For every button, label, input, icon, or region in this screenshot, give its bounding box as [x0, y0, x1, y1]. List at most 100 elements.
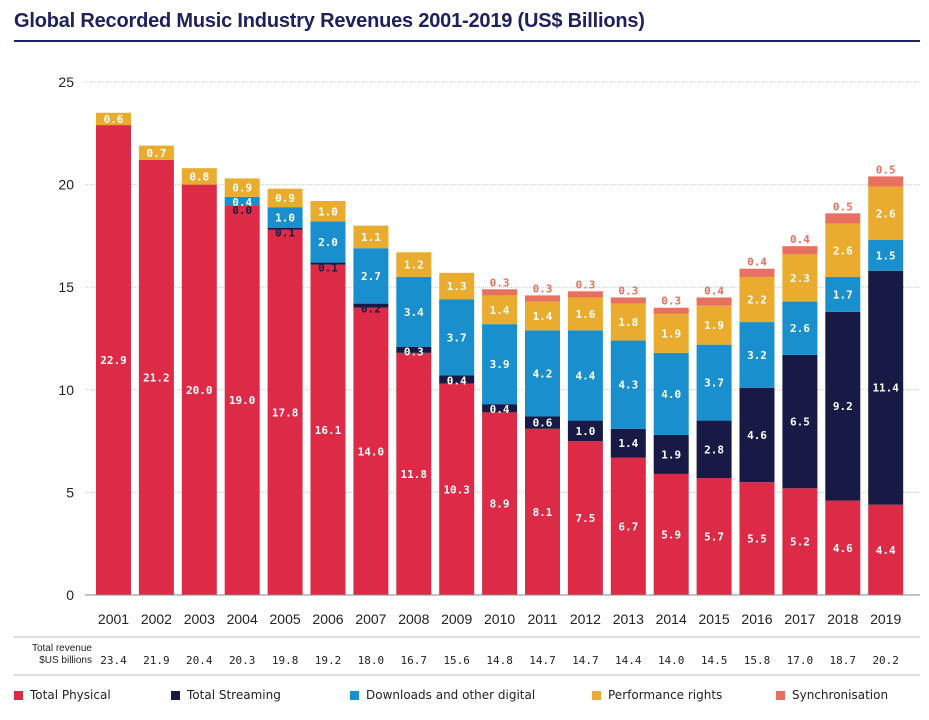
data-label: 4.3	[618, 379, 638, 392]
bar-segment	[310, 201, 346, 222]
total-revenue-value: 14.8	[486, 654, 513, 667]
bar-segment	[138, 159, 174, 595]
bar-segment	[567, 420, 603, 442]
bar-segment	[439, 383, 475, 595]
bar-segment	[439, 272, 475, 300]
data-label: 10.3	[443, 483, 470, 496]
bar-segment	[782, 488, 818, 595]
bar-segment	[396, 276, 432, 347]
data-label: 0.4	[490, 403, 510, 416]
data-label: 0.8	[189, 170, 209, 183]
data-label: 9.2	[833, 400, 853, 413]
bar-segment	[782, 246, 818, 255]
bar-segment	[439, 375, 475, 384]
bar-segment	[353, 303, 389, 308]
data-label: 2.7	[361, 270, 381, 283]
data-label: 0.4	[747, 256, 767, 269]
data-label: 3.2	[747, 349, 767, 362]
legend-label: Total Streaming	[187, 688, 281, 702]
bar-segment	[567, 291, 603, 298]
data-label: 6.5	[790, 416, 810, 429]
data-label: 0.1	[275, 227, 295, 240]
bar-segment	[310, 264, 346, 595]
bar-segment	[825, 213, 861, 224]
bar-segment	[396, 252, 432, 277]
data-label: 6.7	[618, 520, 638, 533]
data-label: 0.3	[661, 295, 681, 308]
legend-label: Downloads and other digital	[366, 688, 536, 702]
data-label: 0.6	[104, 113, 124, 126]
bar-segment	[96, 112, 131, 126]
y-tick-label: 5	[66, 484, 74, 500]
legend-label: Total Physical	[30, 688, 111, 702]
data-label: 11.8	[401, 468, 428, 481]
total-revenue-value: 14.7	[572, 654, 599, 667]
total-revenue-caption: Total revenue $US billions	[31, 643, 92, 666]
data-label: 1.0	[275, 211, 295, 224]
bar-segment	[567, 330, 603, 421]
y-tick-label: 20	[58, 177, 74, 193]
legend: Total Physical Total Streaming Downloads a…	[14, 688, 920, 706]
total-revenue-value: 14.5	[701, 654, 728, 667]
x-tick-label: 2001	[98, 611, 129, 627]
data-label: 3.7	[704, 377, 724, 390]
bar-segment	[267, 229, 303, 595]
data-label: 0.3	[533, 282, 553, 295]
x-tick-label: 2008	[398, 611, 429, 627]
total-revenue-value: 16.7	[401, 654, 428, 667]
data-label: 17.8	[272, 406, 299, 419]
total-revenue-value: 14.7	[529, 654, 556, 667]
data-label: 1.8	[618, 316, 638, 329]
bar-segment	[653, 473, 689, 595]
bar-segment	[868, 504, 904, 595]
bar-segment	[610, 428, 646, 458]
data-label: 0.4	[704, 284, 724, 297]
total-revenue-value: 15.8	[744, 654, 771, 667]
x-tick-label: 2016	[741, 611, 772, 627]
data-label: 1.2	[404, 259, 424, 272]
data-label: 7.5	[575, 512, 595, 525]
bar-segment	[610, 457, 646, 595]
legend-item: Synchronisation	[776, 688, 888, 702]
x-tick-label: 2002	[141, 611, 172, 627]
data-label: 0.0	[232, 204, 252, 217]
legend-swatch	[776, 690, 785, 700]
x-tick-label: 2006	[312, 611, 343, 627]
bar-segment	[267, 207, 303, 228]
bar-segment	[181, 168, 217, 185]
bar-segment	[567, 297, 603, 331]
bar-segment	[868, 240, 904, 271]
data-label: 2.3	[790, 272, 810, 285]
bar-segment	[267, 227, 303, 230]
data-label: 0.4	[232, 196, 252, 209]
bar-segment	[181, 184, 217, 595]
bar-segment	[224, 205, 260, 595]
legend-swatch	[592, 690, 601, 700]
x-tick-label: 2009	[441, 611, 472, 627]
data-label: 2.6	[876, 207, 896, 220]
bar-segment	[868, 176, 904, 187]
x-tick-label: 2004	[227, 611, 258, 627]
data-label: 5.2	[790, 536, 810, 549]
bar-segment	[482, 295, 518, 325]
data-label: 0.3	[575, 278, 595, 291]
data-label: 0.5	[833, 200, 853, 213]
data-label: 1.0	[318, 205, 338, 218]
data-label: 1.7	[833, 288, 853, 301]
bar-segment	[696, 420, 732, 479]
total-revenue-value: 19.8	[272, 654, 299, 667]
bar-segment	[739, 482, 775, 595]
total-revenue-value: 15.6	[443, 654, 470, 667]
data-label: 4.6	[833, 542, 853, 555]
data-label: 1.9	[661, 327, 681, 340]
bar-segment	[610, 303, 646, 341]
chart-title: Global Recorded Music Industry Revenues …	[14, 10, 645, 32]
bar-segment	[310, 262, 346, 265]
bar-segment	[482, 324, 518, 405]
x-tick-label: 2012	[570, 611, 601, 627]
data-label: 1.5	[876, 249, 896, 262]
data-label: 14.0	[358, 445, 385, 458]
bar-segment	[696, 478, 732, 595]
data-label: 8.1	[533, 506, 553, 519]
